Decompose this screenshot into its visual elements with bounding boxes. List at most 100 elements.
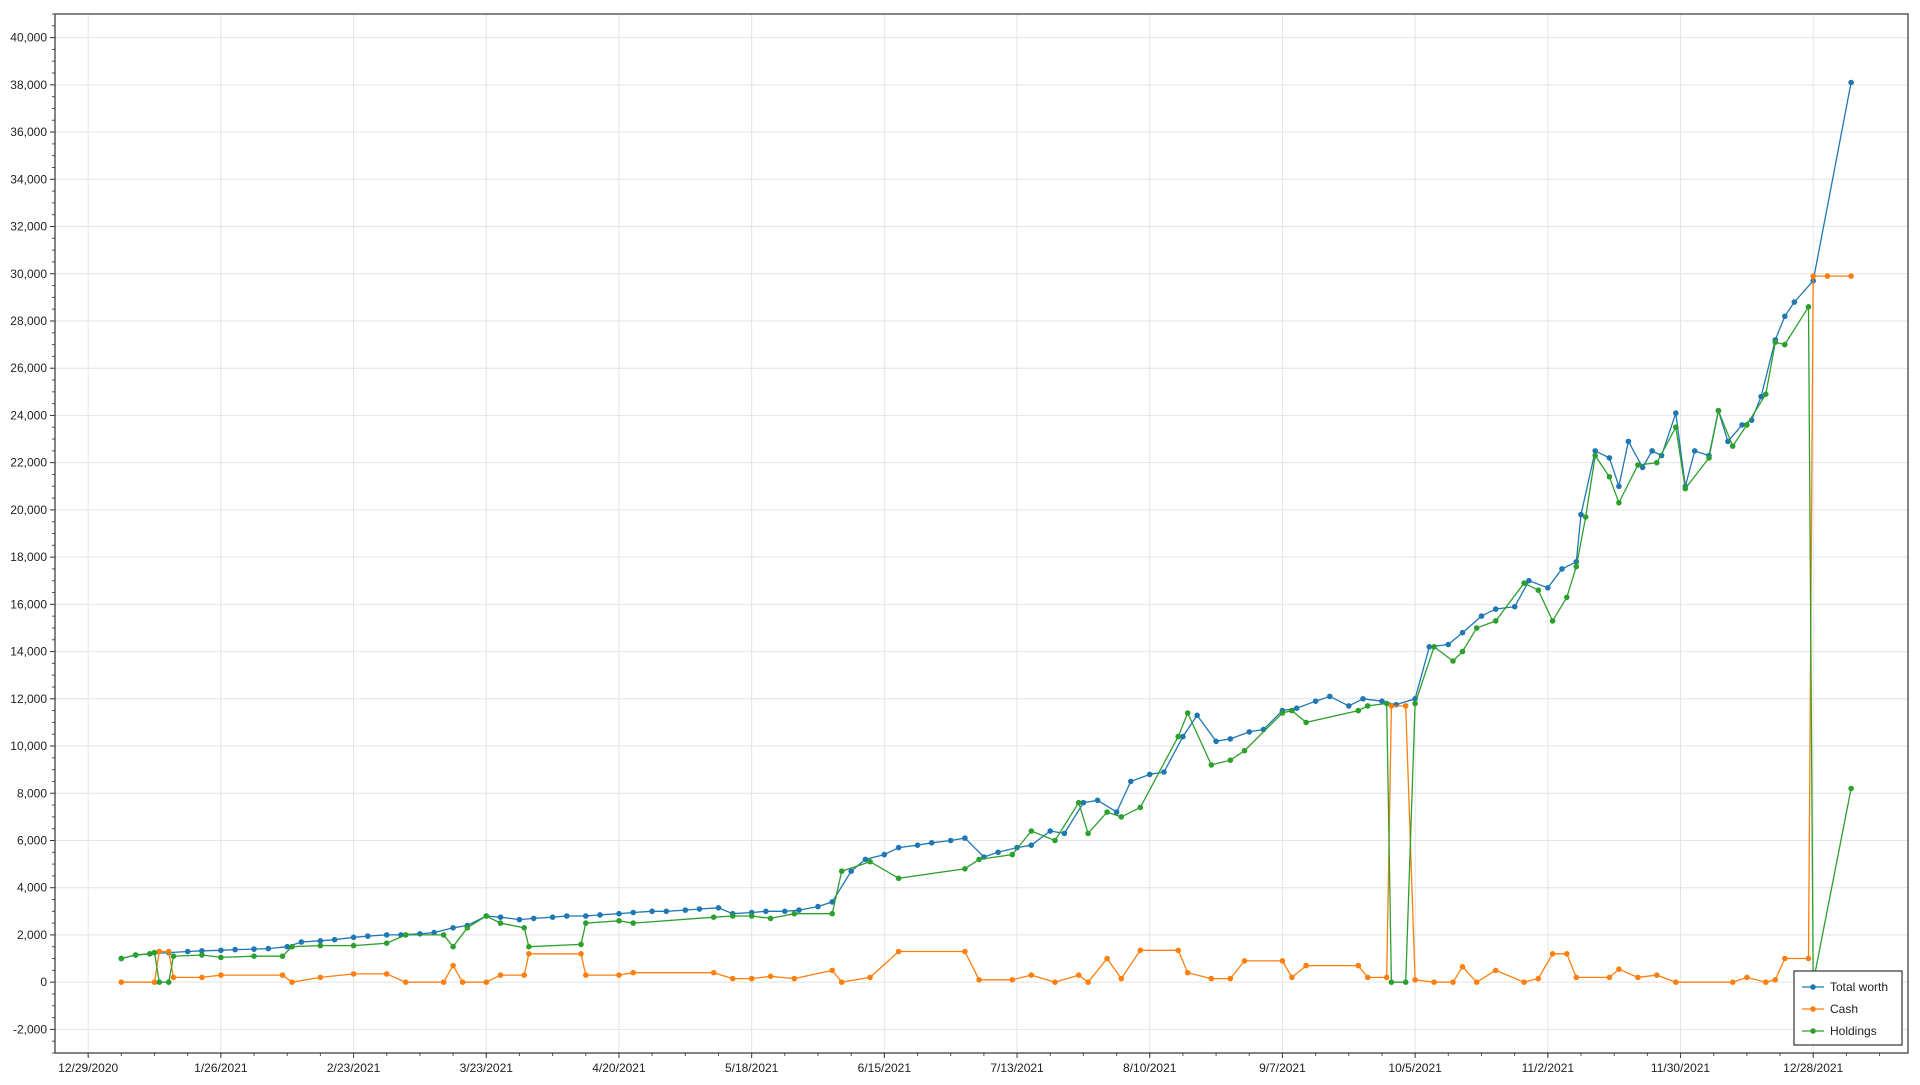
data-point [1673, 424, 1679, 431]
data-point [184, 948, 191, 955]
data-point [710, 969, 717, 976]
data-point [1061, 830, 1068, 837]
data-point [895, 844, 902, 851]
data-point [1535, 975, 1542, 982]
data-point [1616, 483, 1622, 490]
data-point [1639, 464, 1646, 471]
data-point [630, 920, 636, 926]
series-cash [118, 273, 1854, 985]
data-point [1388, 703, 1395, 709]
data-point [838, 979, 845, 985]
data-point [1673, 979, 1679, 985]
y-tick-label: 0 [40, 975, 47, 989]
data-point [1146, 771, 1153, 778]
legend-item: Total worth [1802, 980, 1888, 994]
legend-swatch-marker [1810, 1028, 1816, 1034]
x-tick-label: 6/15/2021 [858, 1061, 912, 1075]
legend-item: Cash [1802, 1002, 1858, 1016]
data-point [1080, 799, 1087, 806]
data-point [630, 909, 636, 916]
data-point [848, 868, 854, 874]
data-point [1450, 979, 1456, 985]
data-point [1573, 563, 1580, 570]
data-point [578, 951, 584, 957]
data-point [151, 949, 158, 956]
y-tick-label: 22,000 [10, 456, 47, 470]
data-point [170, 974, 177, 981]
data-point [218, 954, 224, 961]
data-point [1635, 974, 1641, 981]
x-tick-label: 2/23/2021 [327, 1061, 381, 1075]
data-point [1289, 707, 1295, 714]
x-tick-label: 11/2/2021 [1522, 1061, 1575, 1075]
data-point [1393, 701, 1399, 708]
y-tick-label: 4,000 [17, 881, 47, 895]
data-point [962, 948, 968, 955]
data-point [1028, 842, 1035, 848]
data-point [1128, 778, 1134, 785]
data-point [1383, 974, 1390, 981]
data-point [1772, 977, 1779, 983]
data-point [1137, 947, 1144, 954]
data-point [516, 916, 523, 923]
data-point [402, 979, 409, 985]
legend-swatch-marker [1810, 1006, 1816, 1012]
data-point [1763, 979, 1769, 985]
data-point [1184, 710, 1191, 716]
data-point [383, 940, 390, 946]
data-point [1606, 974, 1613, 981]
x-tick-label: 12/28/2021 [1783, 1061, 1843, 1075]
data-point [132, 952, 139, 958]
data-point [682, 907, 689, 913]
data-point [383, 971, 390, 977]
data-point [497, 920, 504, 926]
data-point [1412, 977, 1418, 983]
data-point [232, 946, 238, 953]
data-point [1739, 422, 1745, 428]
data-point [1303, 962, 1309, 969]
data-point [1355, 962, 1362, 969]
y-tick-label: 10,000 [10, 739, 47, 753]
data-point [1327, 693, 1333, 700]
data-point [1616, 966, 1622, 972]
data-point [483, 913, 490, 919]
data-point [251, 946, 257, 952]
data-point [1848, 79, 1854, 86]
data-point [218, 947, 224, 954]
x-tick-label: 12/29/2020 [58, 1061, 118, 1075]
data-point [1094, 797, 1101, 804]
data-point [1772, 339, 1779, 346]
x-tick-label: 5/18/2021 [725, 1061, 779, 1075]
data-point [1184, 969, 1191, 976]
y-tick-label: 38,000 [10, 78, 47, 92]
data-point [317, 974, 324, 981]
data-point [1355, 707, 1362, 714]
data-point [464, 925, 471, 931]
data-point [118, 955, 125, 962]
data-point [199, 974, 205, 981]
data-point [583, 913, 589, 919]
data-point [1715, 407, 1722, 414]
series-holdings [118, 304, 1854, 985]
data-point [317, 942, 324, 949]
data-point [597, 912, 603, 918]
data-point [497, 914, 504, 920]
data-point [1289, 974, 1295, 981]
data-point [1606, 474, 1613, 480]
data-point [829, 910, 835, 917]
data-point [1052, 837, 1058, 844]
data-point [1227, 736, 1234, 742]
data-point [1654, 972, 1660, 978]
data-point [1364, 703, 1371, 709]
data-point [715, 905, 722, 911]
data-point [459, 979, 466, 985]
data-point [1388, 979, 1395, 985]
data-point [729, 975, 736, 982]
data-point [1706, 455, 1712, 461]
data-point [1293, 705, 1300, 711]
data-point [431, 929, 437, 936]
data-point [1104, 809, 1110, 815]
data-point [1208, 975, 1215, 982]
